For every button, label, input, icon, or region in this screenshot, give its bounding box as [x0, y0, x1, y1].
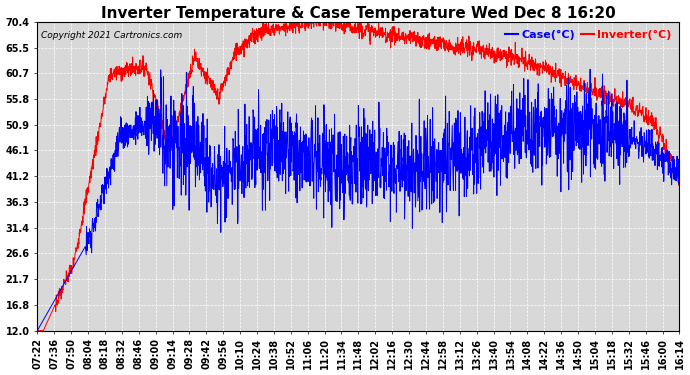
Title: Inverter Temperature & Case Temperature Wed Dec 8 16:20: Inverter Temperature & Case Temperature … — [101, 6, 615, 21]
Legend: Case(°C), Inverter(°C): Case(°C), Inverter(°C) — [502, 27, 674, 42]
Text: Copyright 2021 Cartronics.com: Copyright 2021 Cartronics.com — [41, 31, 181, 40]
